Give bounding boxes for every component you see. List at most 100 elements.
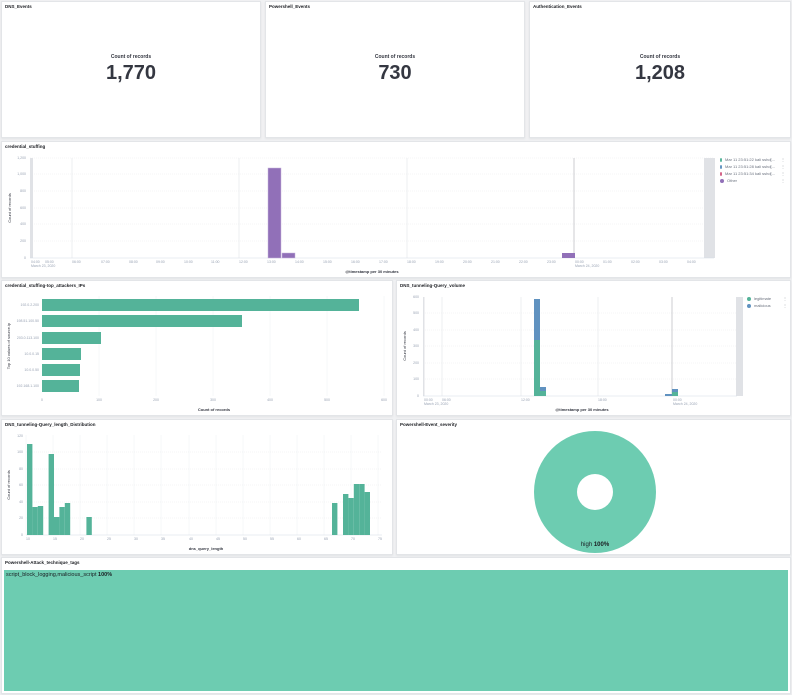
legend-dot-icon [720, 164, 723, 169]
svg-text:18:00: 18:00 [407, 260, 416, 264]
svg-text:10.0.0.15: 10.0.0.15 [24, 352, 39, 356]
svg-text:600: 600 [381, 398, 387, 402]
panel-credential-stuffing: credential_stuffing 0 200 400 600 800 1 [1, 141, 791, 278]
svg-text:02:00: 02:00 [631, 260, 640, 264]
svg-text:22:00: 22:00 [519, 260, 528, 264]
svg-text:07:00: 07:00 [101, 260, 110, 264]
svg-text:16:00: 16:00 [351, 260, 360, 264]
svg-text:75: 75 [378, 537, 382, 541]
svg-text:high 100%: high 100% [581, 542, 610, 548]
tile-label: script_block_logging,malicious_script [6, 572, 97, 578]
svg-text:12:00: 12:00 [239, 260, 248, 264]
metric-label: Count of records [639, 54, 681, 60]
panel-powershell-severity: Powershell-Event_severity high 100% [396, 419, 791, 555]
svg-text:300: 300 [413, 344, 419, 348]
svg-text:00:00: 00:00 [575, 260, 584, 264]
svg-text:40: 40 [189, 537, 193, 541]
treemap-tile[interactable]: script_block_logging,malicious_script 10… [4, 570, 788, 691]
panel-powershell-attack-tags: Powershell-Attack_technique_tags script_… [1, 557, 791, 694]
svg-text:@timestamp per 30 minutes: @timestamp per 30 minutes [345, 269, 399, 274]
svg-text:500: 500 [413, 311, 419, 315]
svg-text:17:00: 17:00 [379, 260, 388, 264]
dns-query-volume-legend: legitimate ⋮ malicious ⋮ [747, 295, 787, 309]
panel-title: DNS_tunneling-Query_volume [400, 283, 466, 288]
panel-title: Powershell-Attack_technique_tags [5, 560, 80, 565]
dns-query-volume-chart[interactable]: 0 100 200 300 400 500 600 00:00 06:00 12… [397, 281, 792, 417]
legend-dot-icon [747, 303, 751, 308]
svg-text:45: 45 [216, 537, 220, 541]
svg-text:80: 80 [19, 467, 23, 471]
legend-dot-icon [720, 178, 724, 183]
top-attackers-chart[interactable]: 192.0.2.200 198.51.100.50 203.0.113.100 … [2, 281, 394, 417]
svg-text:25: 25 [107, 537, 111, 541]
svg-text:203.0.113.100: 203.0.113.100 [17, 336, 39, 340]
legend-dot-icon [747, 296, 751, 301]
powershell-severity-donut[interactable]: high 100% [397, 420, 792, 556]
svg-text:70: 70 [351, 537, 355, 541]
svg-text:800: 800 [20, 189, 26, 193]
tile-percent: 100% [98, 572, 113, 578]
svg-text:March 23, 2020: March 23, 2020 [424, 402, 448, 406]
svg-text:12:00: 12:00 [521, 398, 530, 402]
legend-item[interactable]: Mar 11 23:51:28 kali sshd[... ⋮ [720, 163, 785, 170]
svg-text:dns_query_length: dns_query_length [189, 546, 224, 551]
svg-text:192.168.1.100: 192.168.1.100 [17, 384, 39, 388]
panel-auth-events: Authentication_Events Count of records 1… [529, 1, 791, 138]
panel-top-attackers: credential_stuffing-top_attackers_IPs 19… [1, 280, 393, 416]
panel-powershell-events: Powershell_Events Count of records 730 [265, 1, 525, 138]
svg-text:55: 55 [270, 537, 274, 541]
panel-title: credential_stuffing [5, 144, 46, 149]
svg-text:60: 60 [297, 537, 301, 541]
panel-dns-events: DNS_Events Count of records 1,770 [1, 1, 261, 138]
svg-text:400: 400 [413, 328, 419, 332]
svg-text:20: 20 [80, 537, 84, 541]
svg-text:500: 500 [324, 398, 330, 402]
svg-text:23:00: 23:00 [547, 260, 556, 264]
panel-dns-query-length: DNS_tunneling-Query_length_Distribution [1, 419, 393, 555]
legend-item[interactable]: Mar 11 23:51:22 kali sshd[... ⋮ [720, 156, 785, 163]
svg-text:08:00: 08:00 [129, 260, 138, 264]
legend-item[interactable]: legitimate ⋮ [747, 295, 787, 302]
svg-text:400: 400 [20, 222, 26, 226]
svg-text:198.51.100.50: 198.51.100.50 [17, 319, 39, 323]
svg-text:01:00: 01:00 [603, 260, 612, 264]
panel-title: Powershell-Event_severity [400, 422, 458, 427]
credential-stuffing-chart[interactable]: 0 200 400 600 800 1,000 1,200 04:00 05:0… [2, 142, 792, 279]
svg-text:14:00: 14:00 [295, 260, 304, 264]
svg-text:200: 200 [413, 361, 419, 365]
svg-text:0: 0 [417, 394, 419, 398]
svg-text:600: 600 [413, 295, 419, 299]
svg-text:300: 300 [210, 398, 216, 402]
svg-text:100: 100 [413, 377, 419, 381]
svg-text:100: 100 [17, 450, 23, 454]
svg-text:March 24, 2020: March 24, 2020 [575, 264, 599, 268]
svg-text:21:00: 21:00 [491, 260, 500, 264]
svg-text:15:00: 15:00 [323, 260, 332, 264]
svg-text:Count of records: Count of records [402, 331, 407, 361]
panel-title: Powershell_Events [269, 4, 311, 9]
svg-text:06:00: 06:00 [442, 398, 451, 402]
svg-text:120: 120 [17, 434, 23, 438]
legend-item[interactable]: Mar 11 23:51:34 kali sshd[... ⋮ [720, 170, 785, 177]
svg-text:@timestamp per 30 minutes: @timestamp per 30 minutes [555, 407, 609, 412]
svg-text:1,200: 1,200 [17, 156, 26, 160]
legend-item[interactable]: malicious ⋮ [747, 302, 787, 309]
dns-query-length-chart[interactable]: 0 20 40 60 80 100 120 10 15 20 25 30 35 … [2, 420, 394, 556]
svg-text:18:00: 18:00 [598, 398, 607, 402]
panel-dns-query-volume: DNS_tunneling-Query_volume 0 100 200 300… [396, 280, 791, 416]
svg-text:100: 100 [96, 398, 102, 402]
svg-text:60: 60 [19, 483, 23, 487]
svg-text:192.0.2.200: 192.0.2.200 [21, 303, 40, 307]
legend-item[interactable]: Other ⋮ [720, 177, 785, 184]
svg-text:1,000: 1,000 [17, 172, 26, 176]
svg-text:05:00: 05:00 [45, 260, 54, 264]
metric-value: 730 [378, 62, 412, 84]
credential-stuffing-legend: Mar 11 23:51:22 kali sshd[... ⋮ Mar 11 23… [720, 156, 785, 184]
svg-text:11:00: 11:00 [211, 260, 220, 264]
svg-text:10: 10 [26, 537, 30, 541]
svg-text:0: 0 [21, 533, 23, 537]
svg-text:50: 50 [243, 537, 247, 541]
svg-text:400: 400 [267, 398, 273, 402]
svg-text:00:00: 00:00 [673, 398, 682, 402]
metric-value: 1,208 [634, 62, 686, 84]
